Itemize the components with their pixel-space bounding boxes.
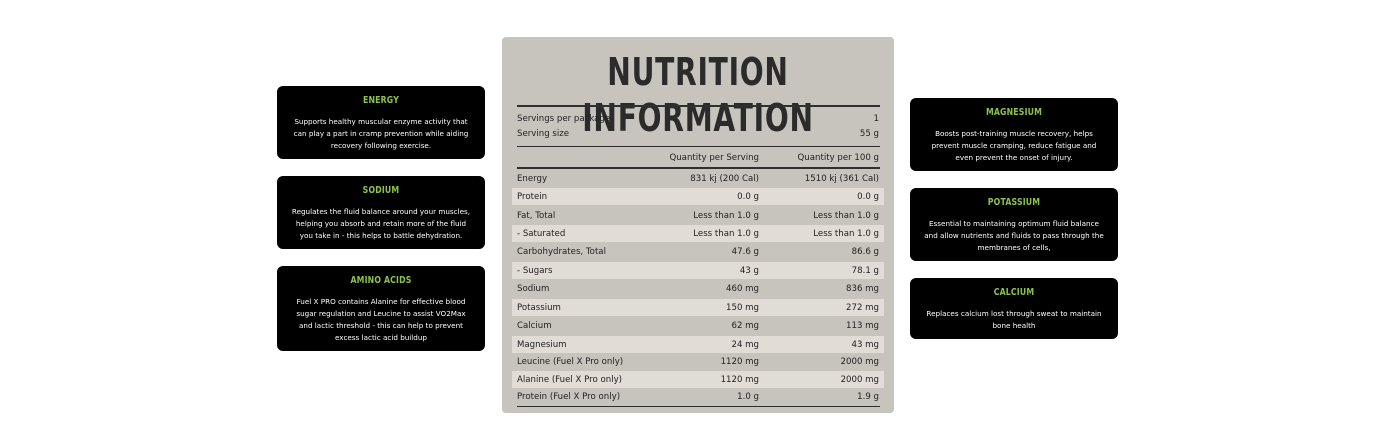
nutrient-label: Calcium [517,320,552,331]
nutrient-label: Protein (Fuel X Pro only) [517,391,621,402]
nutrient-row: Carbohydrates, Total 47.6 g 86.6 g [512,243,884,260]
serving-size-value: 55 g [859,128,879,139]
card-title: MAGNESIUM [985,107,1043,118]
nutrient-per-serving: 460 mg [726,283,759,294]
col-per-100g: Quantity per 100 g [797,152,879,163]
nutrient-per-100g: 0.0 g [857,191,879,202]
nutrient-per-100g: 78.1 g [851,265,879,276]
card-text: Fuel X PRO contains Alanine for effectiv… [296,297,466,342]
nutrient-per-serving: 0.0 g [737,191,759,202]
nutrient-per-100g: 113 mg [846,320,879,331]
nutrient-per-100g: 43 mg [851,339,880,350]
calcium-card: CALCIUM Replaces calcium lost through sw… [910,278,1118,339]
card-text: Essential to maintaining optimum fluid b… [924,219,1104,252]
nutrient-per-serving: 831 kj (200 Cal) [690,173,759,184]
energy-card: ENERGY Supports healthy muscular enzyme … [277,86,485,159]
nutrient-per-100g: 1.9 g [857,391,879,402]
nutrient-row: Protein 0.0 g 0.0 g [512,188,884,205]
nutrient-per-serving: 1.0 g [737,391,759,402]
amino-acids-card: AMINO ACIDS Fuel X PRO contains Alanine … [277,266,485,351]
nutrition-panel: NUTRITION INFORMATION Servings per packa… [502,37,894,413]
nutrient-label: Sodium [517,283,550,294]
nutrient-per-serving: 1120 mg [720,356,759,367]
nutrient-per-100g: 272 mg [846,302,879,313]
nutrient-label: Potassium [517,302,561,313]
nutrient-per-100g: 2000 mg [840,374,879,385]
nutrient-row: Magnesium 24 mg 43 mg [512,336,884,353]
nutrient-row: Calcium 62 mg 113 mg [512,317,884,334]
serving-size-label: Serving size [517,128,570,139]
servings-value: 1 [873,113,879,124]
magnesium-card: MAGNESIUM Boosts post-training muscle re… [910,98,1118,171]
nutrient-row: Fat, Total Less than 1.0 g Less than 1.0 g [512,207,884,224]
nutrient-row: Energy 831 kj (200 Cal) 1510 kj (361 Cal) [512,170,884,187]
nutrient-per-serving: 62 mg [731,320,760,331]
nutrient-label: Protein [517,191,548,202]
nutrient-label: Magnesium [517,339,567,350]
servings-label: Servings per package [517,113,611,124]
potassium-card: POTASSIUM Essential to maintaining optim… [910,188,1118,261]
column-header-row: Quantity per Serving Quantity per 100 g [512,149,884,166]
nutrient-per-100g: Less than 1.0 g [813,210,879,221]
sodium-card: SODIUM Regulates the fluid balance aroun… [277,176,485,249]
nutrient-row: - Sugars 43 g 78.1 g [512,262,884,279]
nutrient-per-serving: 43 g [739,265,759,276]
nutrient-per-serving: 47.6 g [731,246,759,257]
nutrient-row: - Saturated Less than 1.0 g Less than 1.0 … [512,225,884,242]
divider [517,105,880,107]
divider [517,167,880,169]
card-title: AMINO ACIDS [350,275,412,286]
serving-size-row: Serving size 55 g [512,125,884,142]
nutrition-title: NUTRITION INFORMATION [582,50,814,140]
divider [517,406,880,407]
nutrient-per-100g: Less than 1.0 g [813,228,879,239]
nutrient-label: - Saturated [517,228,566,239]
nutrient-row: Protein (Fuel X Pro only) 1.0 g 1.9 g [512,388,884,405]
nutrient-label: Carbohydrates, Total [517,246,606,257]
nutrient-per-serving: 1120 mg [720,374,759,385]
nutrient-per-serving: 24 mg [731,339,760,350]
divider [517,146,880,147]
nutrient-label: Fat, Total [517,210,556,221]
nutrient-row: Potassium 150 mg 272 mg [512,299,884,316]
card-text: Regulates the fluid balance around your … [291,207,471,240]
card-text: Replaces calcium lost through sweat to m… [926,309,1102,330]
card-text: Boosts post-training muscle recovery, he… [931,129,1097,162]
card-text: Supports healthy muscular enzyme activit… [293,117,469,150]
nutrient-row: Sodium 460 mg 836 mg [512,280,884,297]
card-title: POTASSIUM [987,197,1041,208]
card-title: SODIUM [362,185,400,196]
servings-row: Servings per package 1 [512,110,884,127]
col-per-serving: Quantity per Serving [669,152,759,163]
nutrient-per-serving: 150 mg [726,302,759,313]
nutrient-per-serving: Less than 1.0 g [693,210,759,221]
nutrient-per-100g: 86.6 g [851,246,879,257]
nutrient-per-serving: Less than 1.0 g [693,228,759,239]
nutrient-label: Energy [517,173,548,184]
nutrient-per-100g: 836 mg [846,283,879,294]
nutrient-label: - Sugars [517,265,553,276]
card-title: ENERGY [362,95,400,106]
nutrient-row: Alanine (Fuel X Pro only) 1120 mg 2000 mg [512,371,884,388]
nutrient-label: Alanine (Fuel X Pro only) [517,374,623,385]
nutrient-row: Leucine (Fuel X Pro only) 1120 mg 2000 mg [512,353,884,370]
card-title: CALCIUM [993,287,1035,298]
nutrient-label: Leucine (Fuel X Pro only) [517,356,624,367]
nutrient-per-100g: 2000 mg [840,356,879,367]
nutrient-per-100g: 1510 kj (361 Cal) [804,173,879,184]
